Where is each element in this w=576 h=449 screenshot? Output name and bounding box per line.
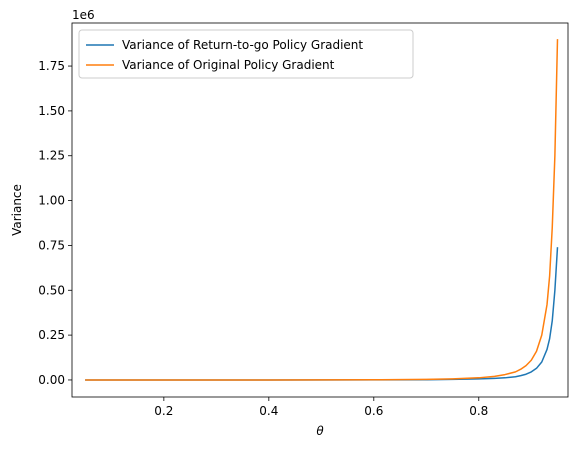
x-tick-label: 0.4 — [259, 404, 278, 418]
y-tick-label: 0.75 — [38, 238, 65, 252]
series-layer — [85, 39, 559, 381]
legend-label-0: Variance of Return-to-go Policy Gradient — [122, 38, 363, 52]
legend-label-1: Variance of Original Policy Gradient — [122, 58, 335, 72]
y-tick-label: 1.75 — [38, 59, 65, 73]
series-line-1 — [85, 39, 559, 381]
x-tick-label: 0.2 — [154, 404, 173, 418]
y-tick-label: 0.00 — [38, 373, 65, 387]
legend: Variance of Return-to-go Policy Gradient… — [78, 29, 414, 79]
x-axis-label: θ — [316, 424, 324, 438]
x-tick-label: 0.6 — [364, 404, 383, 418]
plot-frame — [71, 22, 569, 398]
x-tick-label: 0.8 — [469, 404, 488, 418]
x-axis: 0.2 0.4 0.6 0.8 — [154, 397, 488, 418]
y-axis: 0.00 0.25 0.50 0.75 1.00 1.25 1.50 1.75 — [38, 59, 72, 387]
y-tick-label: 1.25 — [38, 149, 65, 163]
y-tick-label: 0.25 — [38, 328, 65, 342]
y-axis-label: Variance — [10, 184, 24, 236]
legend-box — [78, 29, 414, 79]
y-offset-label: 1e6 — [72, 8, 95, 22]
y-tick-label: 0.50 — [38, 283, 65, 297]
y-tick-label: 1.00 — [38, 194, 65, 208]
y-tick-label: 1.50 — [38, 104, 65, 118]
